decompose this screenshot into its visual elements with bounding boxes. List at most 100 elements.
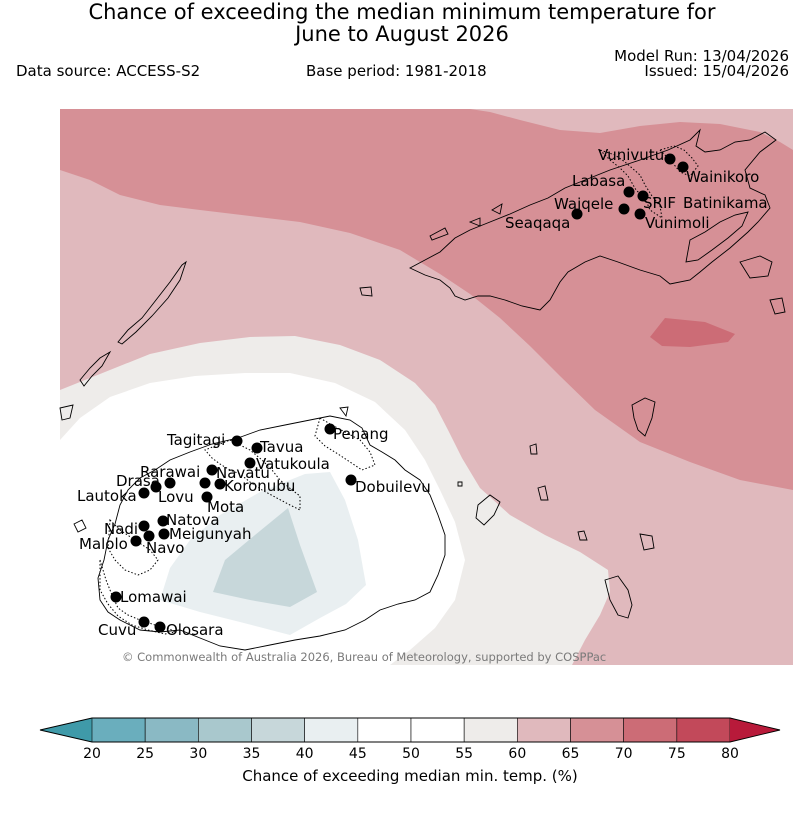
station-label: Vunimoli bbox=[645, 214, 710, 232]
station-dot bbox=[634, 208, 646, 220]
station-label: Batinikama bbox=[683, 194, 768, 212]
station-label: Wainikoro bbox=[686, 168, 759, 186]
station-dot bbox=[251, 442, 263, 454]
station-label: Tavua bbox=[259, 438, 303, 456]
station-dot bbox=[244, 457, 256, 469]
station-label: Waiqele bbox=[554, 195, 613, 213]
colorbar-tick-label: 75 bbox=[668, 746, 686, 762]
station-dot bbox=[201, 491, 213, 503]
station-label: Lovu bbox=[158, 488, 194, 506]
contour-35-40 bbox=[213, 508, 317, 607]
colorbar-label: Chance of exceeding median min. temp. (%… bbox=[242, 767, 577, 785]
colorbar: 20 25 30 35 40 45 50 55 60 65 70 75 80 Chance of exc… bbox=[39, 717, 781, 785]
data-source-text: Data source: ACCESS-S2 bbox=[16, 62, 201, 80]
kadavu-coast bbox=[604, 575, 633, 619]
station-dot bbox=[324, 423, 336, 435]
colorbar-tick-label: 65 bbox=[562, 746, 580, 762]
colorbar-under-arrow bbox=[40, 718, 92, 742]
map-title-line2: June to August 2026 bbox=[295, 22, 509, 46]
station-dot bbox=[130, 535, 142, 547]
station-dot bbox=[618, 203, 630, 215]
coastlines bbox=[59, 128, 786, 651]
station-label: Olosara bbox=[166, 621, 224, 639]
colorbar-tick-label: 80 bbox=[721, 746, 739, 762]
station-label: Labasa bbox=[572, 172, 625, 190]
colorbar-tick-label: 50 bbox=[402, 746, 420, 762]
station-dot bbox=[623, 186, 635, 198]
colorbar-tick-label: 55 bbox=[455, 746, 473, 762]
station-dot bbox=[154, 621, 166, 633]
contour-60-65-upper bbox=[470, 109, 793, 150]
station-label: Natova bbox=[166, 511, 220, 529]
colorbar-cell bbox=[198, 717, 252, 743]
station-label: Navatu bbox=[216, 464, 270, 482]
station-label: Seaqaqa bbox=[505, 214, 570, 232]
colorbar-tick-label: 20 bbox=[83, 746, 101, 762]
colorbar-tick-label: 25 bbox=[136, 746, 154, 762]
station-dot bbox=[150, 481, 162, 493]
small-islets bbox=[59, 203, 655, 551]
base-period-text: Base period: 1981-2018 bbox=[306, 62, 487, 80]
station-label: Dobuilevu bbox=[355, 478, 431, 496]
probability-contours bbox=[60, 109, 793, 665]
colorbar-tick-label: 35 bbox=[243, 746, 261, 762]
colorbar-cell bbox=[410, 717, 465, 743]
station-label: Cuvu bbox=[98, 621, 136, 639]
station-label: SRIF bbox=[643, 194, 676, 212]
station-dot bbox=[664, 153, 676, 165]
station-label: Vunivutu bbox=[598, 146, 664, 164]
colorbar-cell bbox=[463, 717, 518, 743]
station-dot bbox=[138, 487, 150, 499]
yasawa-coast bbox=[79, 260, 187, 387]
colorbar-cell bbox=[517, 717, 571, 743]
colorbar-cell bbox=[91, 717, 146, 743]
station-label: Vatukoula bbox=[256, 455, 330, 473]
district-boundaries bbox=[99, 145, 699, 635]
gau-coast bbox=[475, 494, 501, 526]
colorbar-outline bbox=[39, 717, 781, 743]
colorbar-tick-label: 60 bbox=[508, 746, 526, 762]
colorbar-tick-label: 30 bbox=[189, 746, 207, 762]
station-label: Drasa bbox=[116, 472, 160, 490]
station-label: Mota bbox=[207, 498, 244, 516]
station-dot bbox=[110, 591, 122, 603]
station-label: Lautoka bbox=[77, 487, 137, 505]
station-dot bbox=[164, 477, 176, 489]
station-label: Rarawai bbox=[140, 463, 200, 481]
model-run-text: Model Run: 13/04/2026 bbox=[614, 47, 789, 65]
station-label: Meigunyah bbox=[169, 525, 251, 543]
station-label: Nadi bbox=[104, 520, 138, 538]
station-dot bbox=[138, 520, 150, 532]
station-dot bbox=[214, 478, 226, 490]
viti-levu-coast bbox=[97, 415, 446, 651]
colorbar-tick-label: 40 bbox=[296, 746, 314, 762]
station-dot bbox=[158, 528, 170, 540]
station-label: Koronubu bbox=[224, 477, 295, 495]
colorbar-tick-label: 45 bbox=[349, 746, 367, 762]
colorbar-cell bbox=[676, 717, 731, 743]
colorbar-tick-label: 70 bbox=[615, 746, 633, 762]
vanua-levu-coast bbox=[408, 128, 777, 311]
station-label: Malolo bbox=[79, 535, 128, 553]
contour-65-70 bbox=[60, 109, 793, 490]
station-dot bbox=[571, 208, 583, 220]
station-dot bbox=[199, 477, 211, 489]
contour-70-75 bbox=[650, 318, 735, 347]
copyright-notice: © Commonwealth of Australia 2026, Bureau… bbox=[122, 650, 606, 664]
issued-text: Issued: 15/04/2026 bbox=[644, 62, 789, 80]
colorbar-cell bbox=[304, 717, 359, 743]
lau-islands-coast bbox=[739, 255, 786, 315]
colorbar-cell bbox=[570, 717, 624, 743]
station-labels: Vunivutu Wainikoro Labasa Waiqele SRIF B… bbox=[77, 146, 768, 639]
taveuni-coast bbox=[685, 211, 749, 263]
colorbar-cell bbox=[251, 717, 305, 743]
station-dot bbox=[143, 530, 155, 542]
station-dot bbox=[157, 515, 169, 527]
station-label: Penang bbox=[333, 425, 388, 443]
koro-coast bbox=[631, 397, 656, 437]
station-dot bbox=[677, 161, 689, 173]
station-dot bbox=[637, 190, 649, 202]
station-dot bbox=[231, 435, 243, 447]
colorbar-cell bbox=[144, 717, 199, 743]
